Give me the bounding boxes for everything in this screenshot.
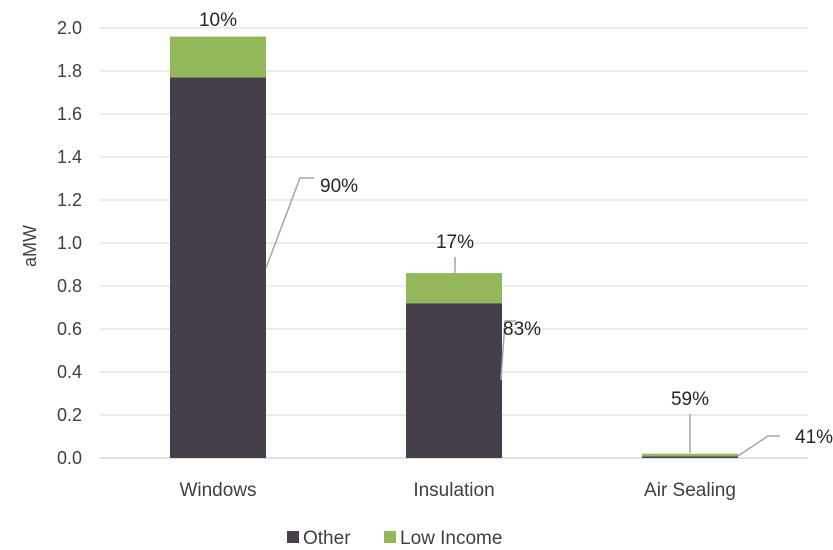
legend-swatch xyxy=(384,531,396,543)
leader-line xyxy=(265,177,314,269)
x-category-label: Insulation xyxy=(413,480,494,501)
data-label: 10% xyxy=(199,10,237,31)
bar-low-income-air-sealing xyxy=(642,453,738,457)
data-label: 41% xyxy=(795,427,833,448)
legend: Other Low Income xyxy=(287,528,502,549)
legend-label: Low Income xyxy=(400,528,502,549)
y-tick-label: 1.0 xyxy=(57,233,82,253)
x-category-label: Air Sealing xyxy=(644,480,736,501)
y-tick-label: 1.2 xyxy=(57,190,82,210)
y-tick-label: 0.0 xyxy=(57,448,82,468)
label-leader-lines xyxy=(265,177,780,457)
legend-label: Other xyxy=(303,528,351,549)
y-axis-ticks: 0.0 0.2 0.4 0.6 0.8 1.0 1.2 1.4 1.6 1.8 2.0 xyxy=(57,18,82,468)
y-tick-label: 0.8 xyxy=(57,276,82,296)
data-labels: 90% 10% 83% 17% 41% 59% xyxy=(199,10,833,448)
legend-swatch xyxy=(287,531,299,543)
y-tick-label: 0.4 xyxy=(57,362,82,382)
bar-low-income-insulation xyxy=(406,273,502,304)
legend-item-other: Other xyxy=(287,528,351,549)
leader-line xyxy=(500,320,516,381)
bar-other-windows xyxy=(170,77,266,458)
y-tick-label: 0.2 xyxy=(57,405,82,425)
x-axis-categories: Windows Insulation Air Sealing xyxy=(179,480,735,501)
legend-item-low-income: Low Income xyxy=(384,528,502,549)
data-label: 90% xyxy=(320,176,358,197)
data-label: 59% xyxy=(671,389,709,410)
y-tick-label: 1.8 xyxy=(57,61,82,81)
y-tick-label: 1.4 xyxy=(57,147,82,167)
bar-low-income-windows xyxy=(170,36,266,78)
data-label: 83% xyxy=(503,319,541,340)
bars xyxy=(170,36,738,458)
x-category-label: Windows xyxy=(179,480,256,501)
bar-other-air-sealing xyxy=(642,456,738,458)
y-axis-title: aMW xyxy=(20,225,40,267)
leader-line xyxy=(737,435,780,457)
y-tick-label: 0.6 xyxy=(57,319,82,339)
data-label: 17% xyxy=(436,232,474,253)
y-tick-label: 1.6 xyxy=(57,104,82,124)
bar-other-insulation xyxy=(406,303,502,458)
y-tick-label: 2.0 xyxy=(57,18,82,38)
